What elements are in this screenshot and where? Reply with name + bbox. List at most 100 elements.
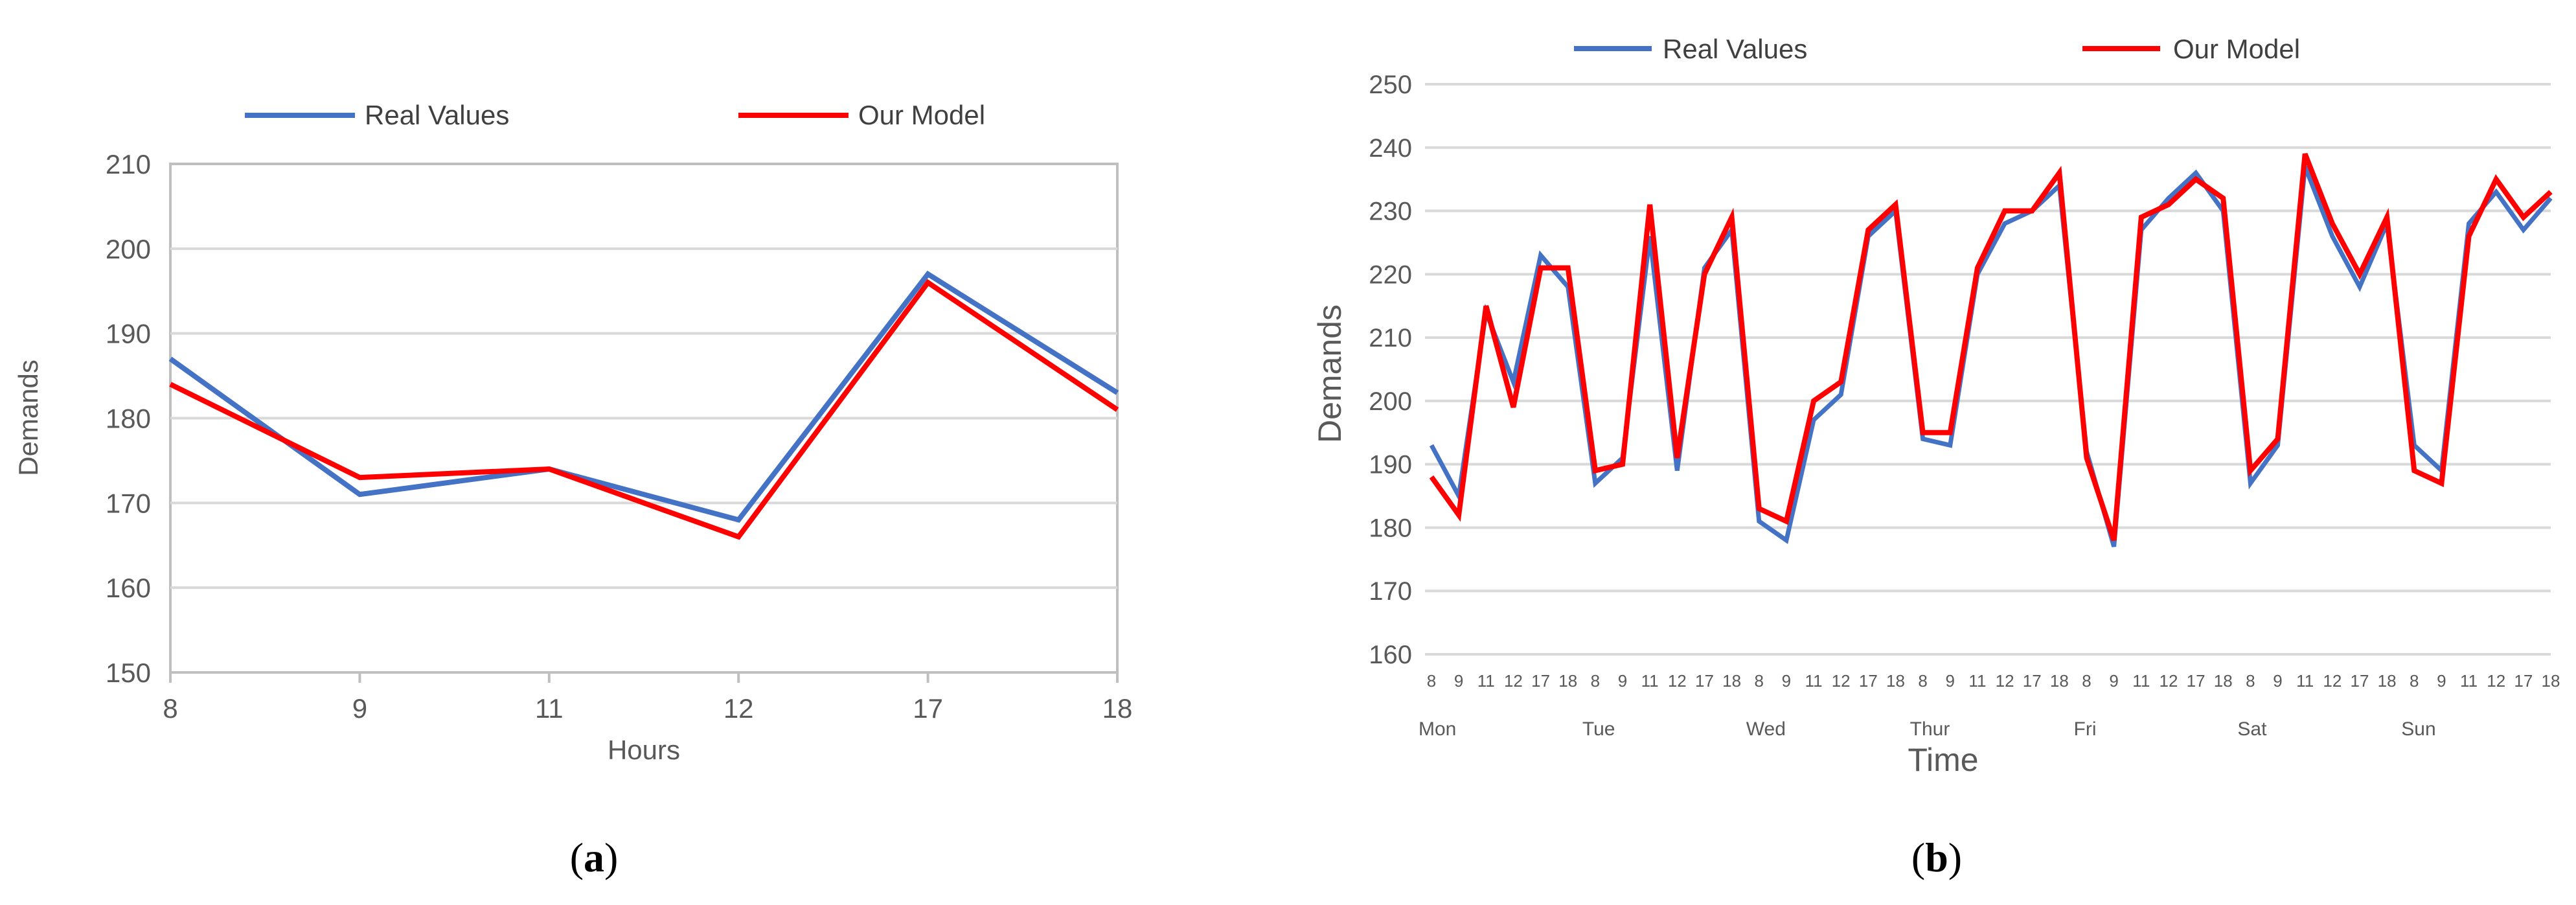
chart-a-y-ticks: 150 160 170 180 190 200 210 (106, 149, 151, 688)
chart-b-x-tick-label: 9 (1618, 671, 1627, 691)
chart-b-day-label: Fri (2074, 718, 2097, 740)
chart-b-x-tick-label: 11 (2132, 671, 2150, 691)
chart-b-legend: Real Values Our Model (1574, 34, 2300, 64)
chart-b-point (2550, 198, 2551, 199)
chart-b-point (1867, 229, 1869, 231)
chart-a-series-line-our-model (169, 279, 1119, 540)
chart-b-x-tick-label: 12 (2487, 671, 2505, 691)
chart-b-x-tick-label: 18 (1558, 671, 1577, 691)
chart-b-x-tick-label: 17 (2351, 671, 2369, 691)
chart-a-legend-label-real: Real Values (365, 100, 509, 130)
chart-b-x-tick-label: 18 (2050, 671, 2069, 691)
chart-a-point (928, 273, 929, 275)
chart-b-point (1512, 382, 1514, 383)
chart-b-point (1622, 464, 1623, 465)
chart-b-x-tick-label: 17 (1531, 671, 1550, 691)
chart-b-point (1649, 236, 1650, 237)
chart-a-series-line-real-values (168, 270, 1119, 523)
chart-b-point (1786, 521, 1787, 522)
chart-b-point (2550, 191, 2551, 192)
chart-b-y-ticks: 160 170 180 190 200 210 220 230 240 250 (1369, 71, 1412, 669)
chart-b-point (1759, 521, 1760, 522)
chart-b-point (1431, 444, 1432, 446)
chart-a-y-tick-label: 160 (106, 573, 151, 603)
chart-b-x-tick-label: 18 (2542, 671, 2560, 691)
chart-b-x-tick-label: 8 (2246, 671, 2255, 691)
chart-b-point (1786, 540, 1787, 541)
chart-b-x-tick-label: 11 (1477, 671, 1495, 691)
chart-b-day-label: Sat (2237, 718, 2267, 740)
chart-a-x-axis-label: Hours (608, 735, 680, 765)
chart-b-point (1485, 305, 1487, 306)
chart-b-day-label: Tue (1582, 718, 1615, 740)
chart-b-x-tick-label: 18 (2378, 671, 2397, 691)
chart-b-point (2359, 273, 2360, 275)
chart-b-point (2195, 179, 2196, 180)
chart-b-point (2195, 172, 2196, 174)
chart-b-x-ticks: 8 9 11 12 17 18 8 9 11 12 17 18 8 9 11 12 17 18 8 9 11 12 17 18… (1427, 671, 2560, 691)
chart-b-point (1922, 432, 1924, 433)
chart-b-point (2168, 198, 2169, 199)
chart-b-point (1813, 400, 1814, 402)
chart-b-x-tick-label: 9 (1454, 671, 1463, 691)
chart-b-day-labels: Mon Tue Wed Thur Fri Sat Sun (1419, 718, 2436, 740)
chart-b-point (2496, 191, 2497, 192)
chart-b-y-tick-label: 200 (1369, 387, 1412, 416)
chart-b-point (2523, 229, 2524, 231)
chart-a-point (1117, 392, 1118, 393)
chart-b-series-line-our-model (1429, 153, 2553, 542)
chart-b-point (2468, 223, 2470, 224)
chart-a-series (168, 270, 1119, 540)
chart-b-x-tick-label: 9 (2437, 671, 2446, 691)
chart-b-y-tick-label: 220 (1369, 260, 1412, 289)
chart-b-x-tick-label: 8 (1591, 671, 1600, 691)
chart-b-point (2004, 211, 2005, 212)
chart-b-point (1676, 470, 1678, 471)
chart-b-point (2114, 546, 2115, 547)
chart-b-x-tick-label: 8 (2410, 671, 2419, 691)
chart-b-point (1431, 476, 1432, 477)
chart-b-x-tick-label: 8 (1918, 671, 1927, 691)
chart-a-y-tick-label: 180 (106, 404, 151, 434)
chart-b-y-axis-label: Demands (1312, 304, 1348, 443)
chart-b-point (1512, 407, 1514, 408)
chart-b-point (1567, 268, 1569, 269)
chart-b-y-tick-label: 240 (1369, 134, 1412, 163)
chart-b-point (1540, 255, 1542, 256)
chart-b-x-tick-label: 11 (1805, 671, 1823, 691)
chart-b-x-tick-label: 17 (1695, 671, 1714, 691)
chart-b-point (2250, 483, 2251, 484)
chart-b-x-tick-label: 11 (1968, 671, 1986, 691)
chart-b-point (1595, 483, 1596, 484)
chart-b-point (2386, 216, 2388, 218)
chart-b-x-tick-label: 12 (1832, 671, 1851, 691)
chart-a-point (738, 520, 739, 521)
chart-b-point (2168, 204, 2169, 205)
chart-b-gridlines (1425, 83, 2551, 656)
chart-b-point (1595, 470, 1596, 471)
chart-a-y-tick-label: 170 (106, 488, 151, 518)
chart-a-y-tick-label: 190 (106, 319, 151, 349)
chart-b-y-tick-label: 230 (1369, 198, 1412, 226)
chart-a-x-ticks: 8 9 11 12 17 18 (163, 672, 1132, 724)
chart-b-x-tick-label: 12 (2159, 671, 2178, 691)
chart-b-x-tick-label: 11 (2296, 671, 2314, 691)
chart-b-point (2277, 444, 2279, 446)
chart-a-point (359, 477, 360, 478)
chart-a-gridlines (170, 247, 1117, 590)
chart-b-x-tick-label: 12 (1668, 671, 1687, 691)
chart-a-y-tick-label: 150 (106, 658, 151, 688)
chart-b-x-tick-label: 9 (2273, 671, 2282, 691)
chart-a-x-tick-label: 8 (163, 693, 177, 724)
chart-b-point (2441, 483, 2442, 484)
chart-a-point (170, 358, 171, 360)
chart-b-point (1704, 273, 1705, 275)
chart-a-x-tick-label: 9 (352, 693, 367, 724)
chart-b-x-tick-label: 12 (1504, 671, 1523, 691)
chart-a-y-tick-label: 200 (106, 234, 151, 264)
chart-b-x-tick-label: 11 (2460, 671, 2478, 691)
chart-b-point (1676, 457, 1678, 459)
chart-b-point (2413, 470, 2415, 471)
chart-a-x-tick-label: 11 (535, 693, 564, 724)
